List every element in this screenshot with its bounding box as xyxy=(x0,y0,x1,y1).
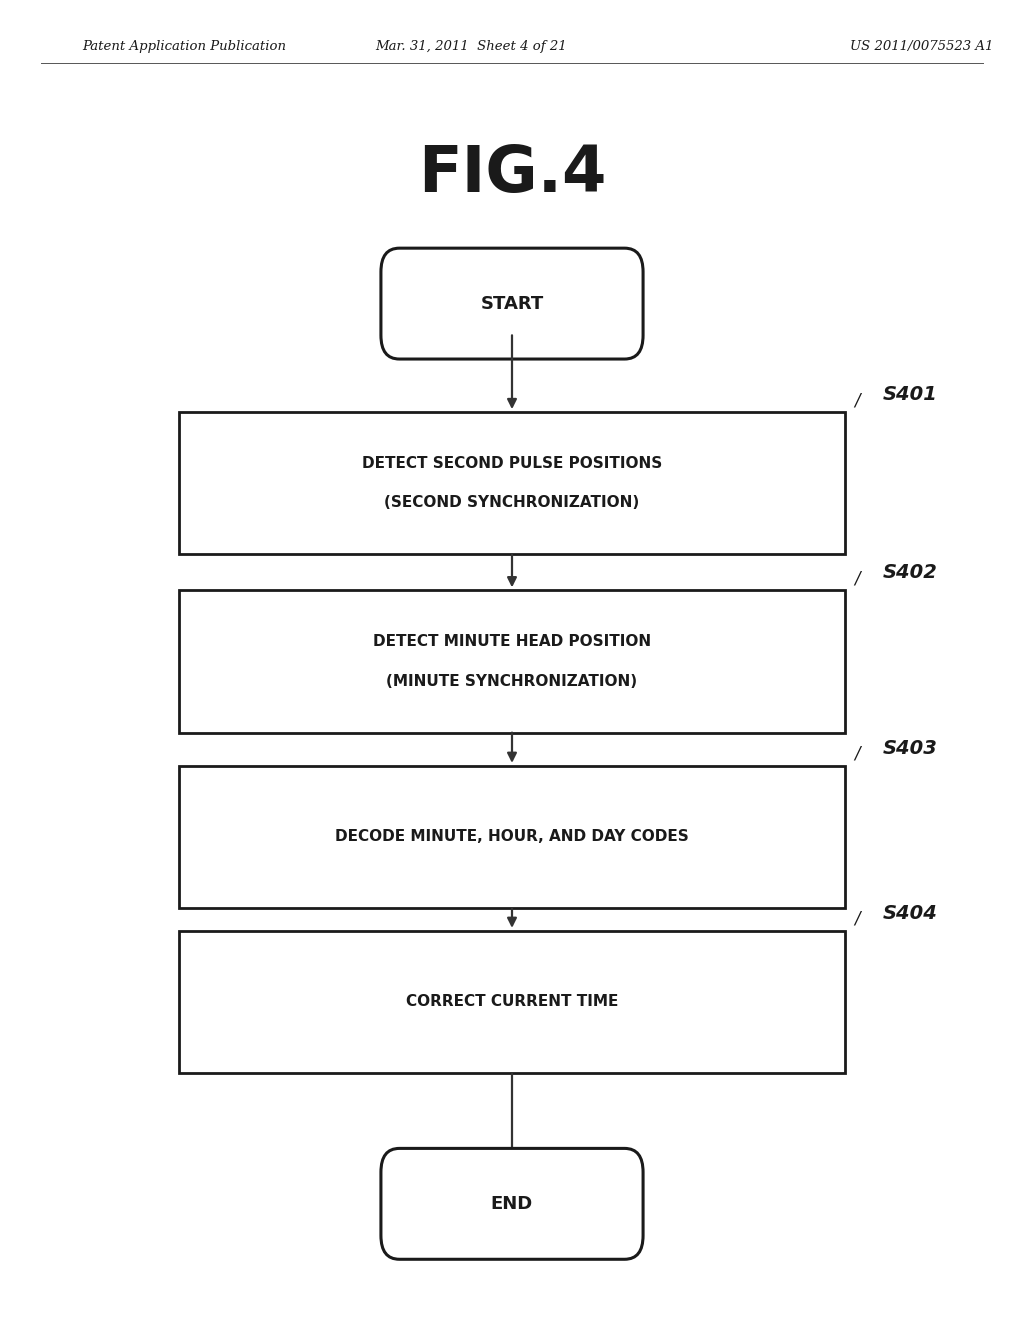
Text: Mar. 31, 2011  Sheet 4 of 21: Mar. 31, 2011 Sheet 4 of 21 xyxy=(375,41,567,53)
Text: CORRECT CURRENT TIME: CORRECT CURRENT TIME xyxy=(406,994,618,1010)
FancyBboxPatch shape xyxy=(381,248,643,359)
Bar xyxy=(179,766,845,908)
Text: DETECT SECOND PULSE POSITIONS: DETECT SECOND PULSE POSITIONS xyxy=(361,455,663,471)
Text: /: / xyxy=(854,744,860,763)
Text: S401: S401 xyxy=(883,385,938,404)
FancyBboxPatch shape xyxy=(381,1148,643,1259)
Text: DECODE MINUTE, HOUR, AND DAY CODES: DECODE MINUTE, HOUR, AND DAY CODES xyxy=(335,829,689,845)
Text: END: END xyxy=(490,1195,534,1213)
Text: US 2011/0075523 A1: US 2011/0075523 A1 xyxy=(850,41,993,53)
Text: /: / xyxy=(854,909,860,928)
Text: S403: S403 xyxy=(883,739,938,758)
Text: (MINUTE SYNCHRONIZATION): (MINUTE SYNCHRONIZATION) xyxy=(386,673,638,689)
Text: (SECOND SYNCHRONIZATION): (SECOND SYNCHRONIZATION) xyxy=(384,495,640,511)
Text: DETECT MINUTE HEAD POSITION: DETECT MINUTE HEAD POSITION xyxy=(373,634,651,649)
Bar xyxy=(179,931,845,1073)
Bar xyxy=(179,590,845,733)
Text: FIG.4: FIG.4 xyxy=(418,144,606,205)
Text: /: / xyxy=(854,569,860,587)
Text: S404: S404 xyxy=(883,904,938,923)
Text: S402: S402 xyxy=(883,564,938,582)
Text: START: START xyxy=(480,294,544,313)
Bar xyxy=(179,412,845,554)
Text: Patent Application Publication: Patent Application Publication xyxy=(82,41,286,53)
Text: /: / xyxy=(854,391,860,409)
